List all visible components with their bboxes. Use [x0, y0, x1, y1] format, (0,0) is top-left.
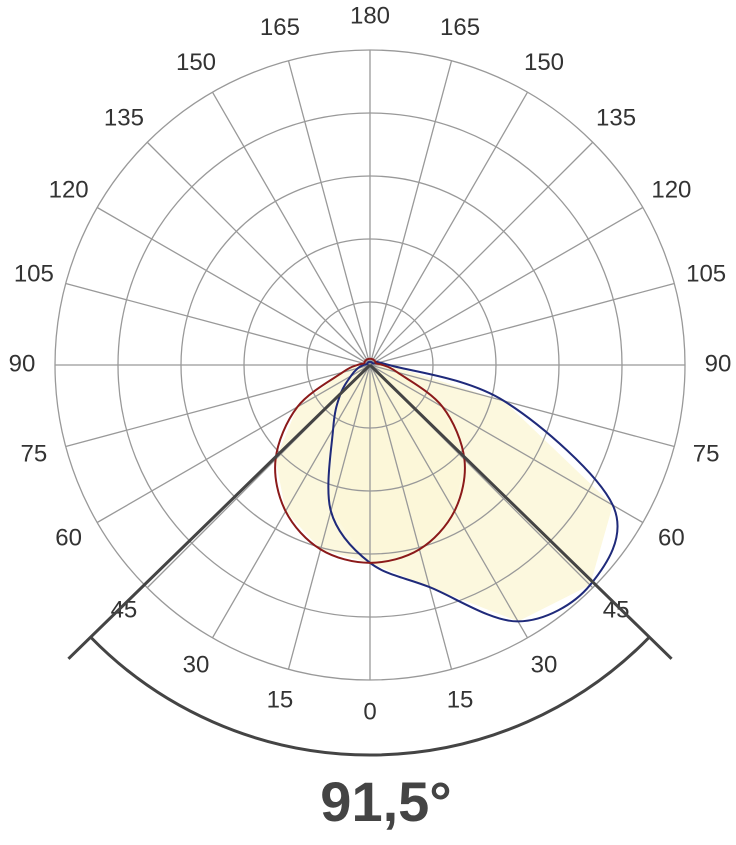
angle-label: 45 [603, 596, 630, 623]
angle-label: 135 [104, 104, 144, 131]
grid-spoke [369, 364, 529, 639]
grid-spoke [96, 206, 371, 366]
angle-label: 105 [14, 260, 54, 287]
grid-spoke [146, 141, 371, 366]
grid-spoke [369, 141, 594, 366]
angle-label: 165 [440, 14, 480, 41]
grid-spoke [369, 282, 675, 366]
intensity-curve [274, 357, 466, 564]
angle-label: 0 [363, 698, 376, 725]
angle-label: 15 [447, 686, 474, 713]
angle-label: 60 [55, 524, 82, 551]
angle-label: 90 [705, 350, 732, 377]
angle-label: 75 [693, 440, 720, 467]
grid-spoke [369, 364, 644, 524]
angle-label: 120 [651, 176, 691, 203]
grid-spoke [211, 364, 371, 639]
grid-spoke [287, 364, 371, 670]
angle-label: 15 [267, 686, 294, 713]
angle-label: 30 [531, 652, 558, 679]
angle-label: 135 [596, 104, 636, 131]
grid-spoke [65, 364, 371, 448]
grid-spoke [369, 91, 529, 366]
grid-spoke [65, 282, 371, 366]
intensity-curve [327, 360, 619, 623]
angle-label: 150 [524, 49, 564, 76]
angle-label: 165 [260, 14, 300, 41]
beam-edge [67, 363, 372, 660]
angle-label: 90 [9, 350, 36, 377]
grid-spoke [287, 60, 371, 366]
grid-spoke [96, 364, 371, 524]
angle-label: 150 [176, 49, 216, 76]
beam-angle-label: 91,5° [320, 770, 451, 833]
grid-spoke [369, 364, 453, 670]
grid-spoke [369, 364, 675, 448]
angle-label: 30 [183, 652, 210, 679]
angle-label: 180 [350, 2, 390, 29]
angle-label: 60 [658, 524, 685, 551]
grid-spoke [369, 206, 644, 366]
angle-label: 75 [21, 440, 48, 467]
angle-label: 120 [49, 176, 89, 203]
angle-label: 45 [111, 596, 138, 623]
angle-label: 105 [686, 260, 726, 287]
grid-spoke [369, 60, 453, 366]
grid-spoke [211, 91, 371, 366]
beam-arc [89, 636, 651, 757]
beam-edge [368, 363, 673, 660]
